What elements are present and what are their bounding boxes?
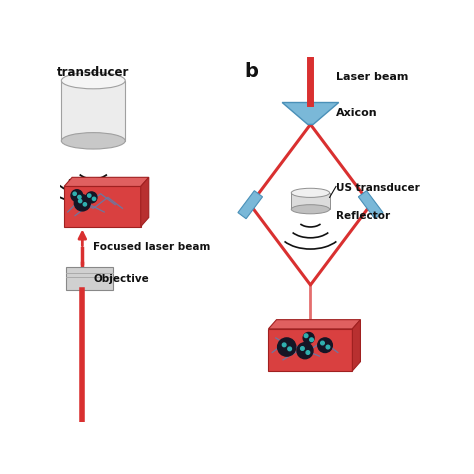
- Circle shape: [88, 194, 91, 197]
- Circle shape: [304, 334, 308, 337]
- Polygon shape: [238, 191, 263, 219]
- Circle shape: [318, 338, 332, 353]
- Circle shape: [301, 346, 304, 350]
- Circle shape: [326, 345, 330, 349]
- Circle shape: [283, 343, 286, 346]
- Text: Axicon: Axicon: [336, 109, 378, 118]
- Ellipse shape: [61, 73, 125, 89]
- Polygon shape: [282, 102, 339, 124]
- Circle shape: [92, 197, 96, 201]
- Circle shape: [73, 192, 76, 195]
- Circle shape: [306, 351, 310, 355]
- Text: Laser beam: Laser beam: [336, 72, 409, 82]
- Circle shape: [78, 195, 81, 199]
- Polygon shape: [61, 81, 125, 141]
- Circle shape: [278, 338, 296, 356]
- Polygon shape: [292, 193, 329, 209]
- Circle shape: [288, 347, 292, 351]
- Polygon shape: [64, 186, 141, 227]
- Polygon shape: [358, 191, 383, 219]
- Text: transducer: transducer: [57, 66, 129, 79]
- Text: Focused laser beam: Focused laser beam: [93, 242, 210, 252]
- Circle shape: [79, 200, 82, 203]
- Text: Reflector: Reflector: [336, 210, 390, 220]
- Text: US transducer: US transducer: [336, 183, 420, 193]
- Polygon shape: [66, 267, 113, 291]
- Text: Objective: Objective: [93, 273, 149, 283]
- Polygon shape: [268, 319, 360, 329]
- Ellipse shape: [61, 133, 125, 149]
- Circle shape: [71, 190, 82, 201]
- Polygon shape: [352, 319, 360, 371]
- Polygon shape: [64, 177, 149, 186]
- Text: b: b: [245, 63, 259, 82]
- Ellipse shape: [292, 188, 329, 197]
- Circle shape: [321, 341, 324, 345]
- Circle shape: [303, 332, 314, 343]
- Circle shape: [310, 338, 313, 342]
- Circle shape: [86, 192, 97, 203]
- Polygon shape: [141, 177, 149, 227]
- Circle shape: [83, 203, 87, 206]
- Ellipse shape: [292, 205, 329, 214]
- Polygon shape: [268, 329, 352, 371]
- Circle shape: [297, 343, 313, 359]
- Circle shape: [74, 195, 91, 211]
